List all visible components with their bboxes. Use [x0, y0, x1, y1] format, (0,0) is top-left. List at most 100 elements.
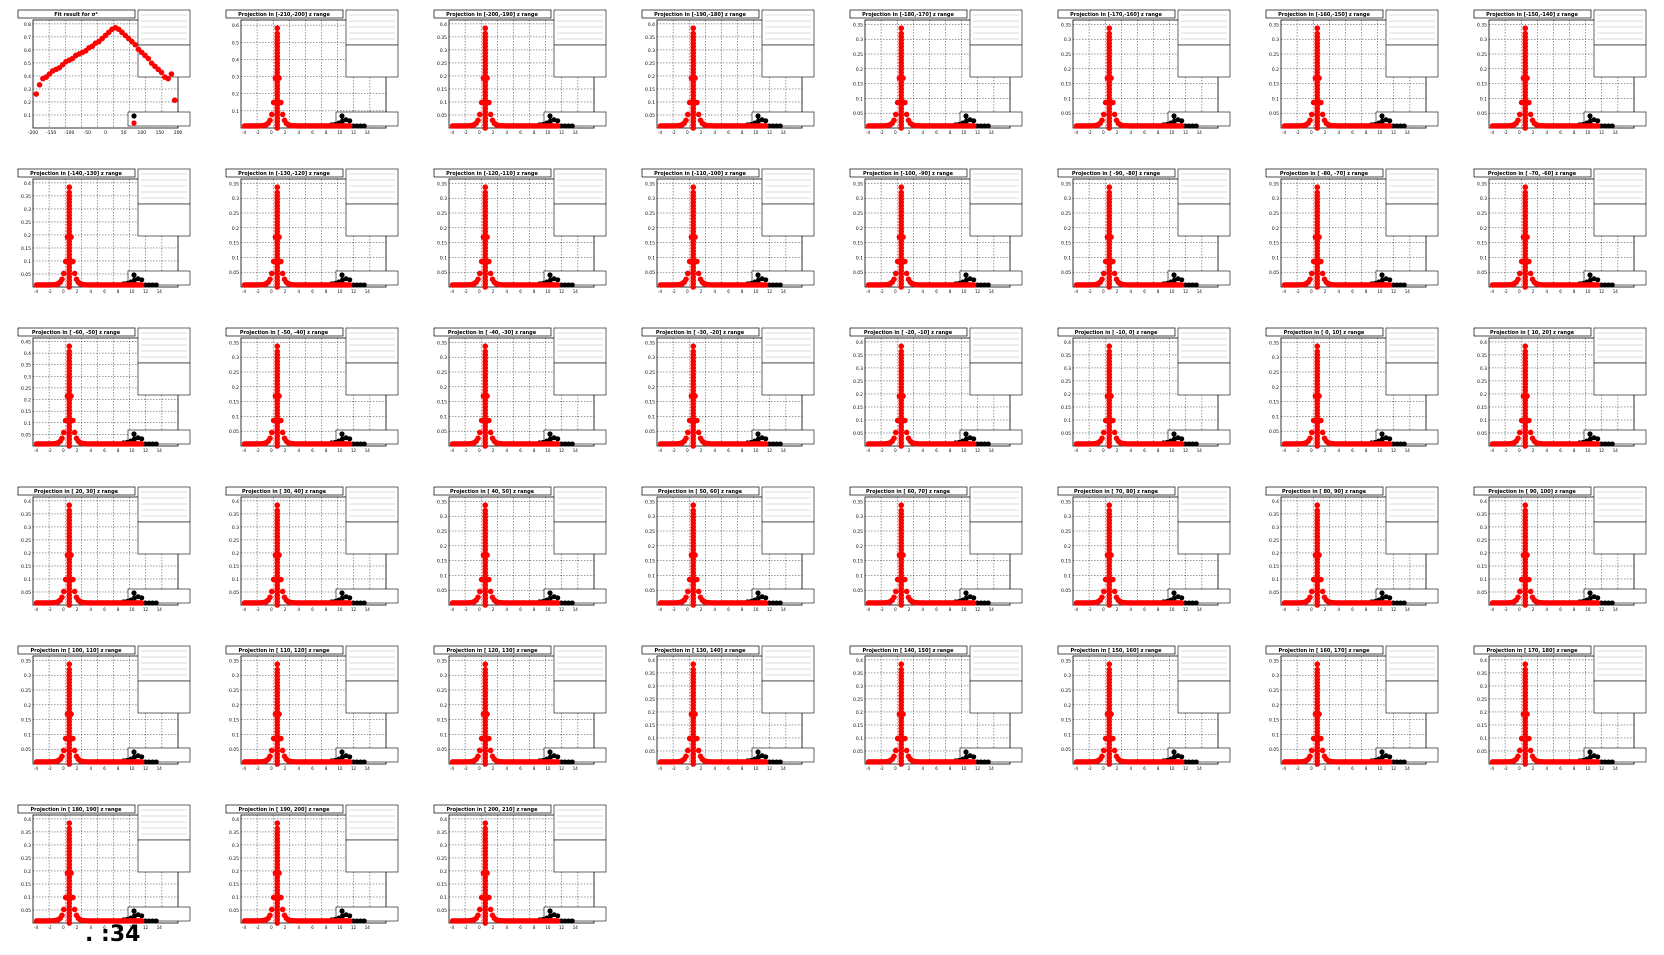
x-tick-label: 8	[533, 607, 536, 612]
stats-box	[137, 168, 191, 205]
y-tick-label: 0.2	[232, 92, 239, 98]
x-tick-label: 4	[1546, 448, 1549, 453]
x-tick-label: -2	[256, 289, 260, 294]
chart-title: Projection in [ -50, -40] z range	[240, 330, 329, 336]
data-point	[354, 441, 360, 447]
data-point	[1602, 441, 1608, 447]
chart-title: Projection in [-180,-170] z range	[862, 12, 954, 18]
x-tick-label: 12	[1599, 130, 1605, 135]
y-tick-label: 0.15	[853, 241, 863, 247]
x-tick-label: -2	[464, 607, 468, 612]
x-tick-label: 8	[325, 289, 328, 294]
y-tick-label: 0.1	[232, 109, 239, 115]
stats-box	[761, 521, 815, 555]
legend-marker-data	[339, 590, 345, 596]
fit-point	[274, 343, 281, 350]
data-point	[985, 441, 991, 447]
fit-point	[762, 123, 769, 129]
x-tick-label: -4	[1490, 448, 1494, 453]
projection-pad: 0.05 0.1 0.15 0.2 0.25 0.3 0.35 Projection in […	[1056, 486, 1266, 637]
x-tick-label: 10	[545, 448, 551, 453]
stats-box	[969, 362, 1023, 396]
x-tick-label: 12	[1183, 448, 1189, 453]
x-tick-label: 8	[1365, 130, 1368, 135]
y-tick-label: 0.35	[645, 499, 655, 505]
data-point	[1602, 282, 1608, 288]
data-point	[358, 600, 364, 606]
title-box	[849, 486, 968, 496]
data-point	[978, 282, 984, 288]
data-point	[1398, 441, 1404, 447]
stats-box	[1593, 362, 1647, 396]
y-tick-label: 0.25	[437, 61, 447, 67]
data-point	[1401, 282, 1407, 288]
x-tick-label: 14	[573, 607, 579, 612]
y-tick-label: 0.1	[1272, 414, 1279, 420]
x-tick-label: -2	[880, 448, 884, 453]
x-tick-label: 14	[365, 607, 371, 612]
data-point	[555, 595, 561, 601]
x-tick-label: 0	[1310, 289, 1313, 294]
x-tick-label: -4	[242, 607, 246, 612]
x-tick-label: -2	[1296, 289, 1300, 294]
legend-box	[127, 111, 191, 127]
y-tick-label: 0.35	[229, 340, 239, 346]
x-tick-label: 12	[143, 289, 149, 294]
y-tick-label: 0.3	[1272, 355, 1279, 361]
data-point	[1186, 123, 1192, 129]
y-tick-label: 0.05	[437, 429, 447, 435]
x-tick-label: 10	[1377, 289, 1383, 294]
y-tick-label: 0.25	[1477, 379, 1487, 385]
projection-pad: 0.05 0.1 0.15 0.2 0.25 0.3 0.35 0.4 0.45 Projecti…	[16, 327, 226, 478]
data-point	[971, 277, 977, 283]
fit-point	[1309, 270, 1315, 277]
stats-box	[345, 9, 399, 46]
x-tick-label: 0	[1102, 607, 1105, 612]
x-tick-label: 14	[1405, 448, 1411, 453]
chart-title: Projection in [-130,-120] z range	[238, 171, 330, 177]
y-tick-label: 0.15	[229, 241, 239, 247]
projection-pad: 0.05 0.1 0.15 0.2 0.25 0.3 0.35 Projection in […	[1472, 168, 1664, 319]
x-tick-label: 14	[157, 448, 163, 453]
y-tick-label: 0.3	[232, 355, 239, 361]
fit-point	[1522, 189, 1529, 196]
x-tick-label: 12	[767, 448, 773, 453]
x-tick-label: 8	[325, 130, 328, 135]
data-point	[770, 123, 776, 129]
data-point	[971, 595, 977, 601]
y-tick-label: 0.05	[645, 588, 655, 594]
x-tick-label: 14	[1197, 448, 1203, 453]
y-tick-label: 0.05	[645, 113, 655, 119]
y-tick-label: 0.2	[440, 544, 447, 550]
x-tick-label: 12	[143, 448, 149, 453]
x-tick-label: 12	[975, 448, 981, 453]
x-tick-label: -2	[880, 130, 884, 135]
data-point	[763, 118, 769, 124]
fit-point	[1111, 588, 1118, 595]
y-tick-label: 0.1	[24, 113, 31, 119]
x-tick-label: 8	[741, 130, 744, 135]
x-tick-label: 14	[157, 607, 163, 612]
x-tick-label: 0	[894, 289, 897, 294]
data-point	[777, 600, 783, 606]
data-point	[354, 282, 360, 288]
y-tick-label: 0.2	[856, 226, 863, 232]
x-tick-label: -4	[1490, 130, 1494, 135]
y-tick-label: 0.05	[21, 590, 31, 596]
projection-pad: 0.05 0.1 0.15 0.2 0.25 0.3 0.35 Projection in […	[848, 168, 1058, 319]
data-point	[146, 282, 152, 288]
fit-point	[1106, 348, 1113, 355]
x-tick-label: 4	[1130, 130, 1133, 135]
data-point	[1606, 123, 1612, 129]
y-tick-label: 0.15	[21, 564, 31, 570]
y-tick-label: 0.2	[24, 398, 31, 404]
y-tick-label: 0.4	[24, 351, 31, 357]
x-tick-label: -4	[658, 289, 662, 294]
fit-point	[891, 594, 897, 601]
x-tick-label: 10	[1169, 448, 1175, 453]
